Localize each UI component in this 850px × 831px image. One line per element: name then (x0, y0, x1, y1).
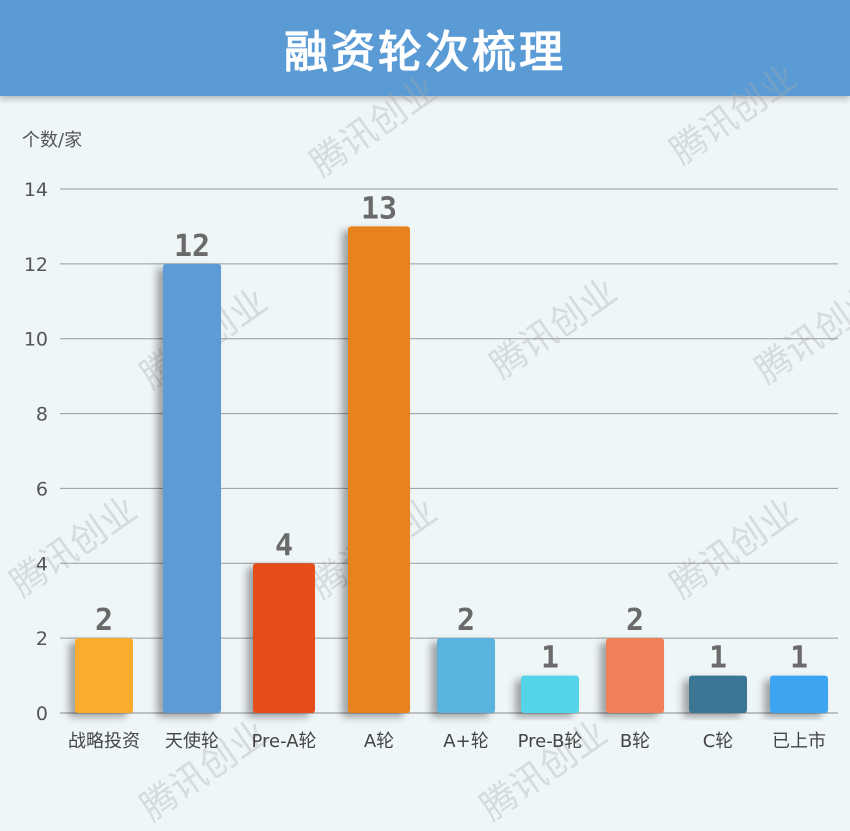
chart-title: 融资轮次梳理 (284, 27, 566, 78)
x-tick-label: Pre-B轮 (518, 731, 583, 752)
bars (75, 226, 828, 713)
x-tick-label: A+轮 (443, 731, 488, 752)
bar-Pre-B轮 (521, 675, 579, 713)
data-label: 4 (275, 528, 293, 563)
bar-C轮 (689, 675, 747, 713)
x-tick-label: 已上市 (772, 731, 826, 752)
data-label: 12 (174, 229, 210, 264)
y-tick-label: 14 (24, 179, 48, 201)
y-tick-label: 8 (36, 404, 48, 426)
y-tick-label: 6 (36, 478, 48, 500)
title-banner: 融资轮次梳理 (0, 0, 850, 96)
data-label: 2 (626, 603, 644, 638)
y-tick-label: 2 (36, 628, 48, 650)
x-tick-label: 天使轮 (165, 731, 219, 752)
y-axis-label: 个数/家 (22, 130, 83, 151)
y-tick-label: 12 (24, 254, 48, 276)
y-tick-label: 0 (36, 703, 48, 725)
x-tick-label: Pre-A轮 (251, 731, 316, 752)
bar-B轮 (606, 638, 664, 713)
x-tick-label: C轮 (703, 731, 734, 752)
data-label: 1 (709, 641, 727, 676)
data-label: 2 (95, 603, 113, 638)
y-tick-label: 10 (24, 329, 48, 351)
x-tick-label: A轮 (364, 731, 394, 752)
bar-天使轮 (163, 263, 221, 713)
x-axis-labels: 战略投资 天使轮 Pre-A轮 A轮 A+轮 Pre-B轮 B轮 C轮 已上市 (68, 731, 826, 752)
y-axis-ticks: 0 2 4 6 8 10 12 14 (24, 179, 48, 725)
bar-Pre-A轮 (253, 563, 315, 713)
bar-战略投资 (75, 638, 133, 713)
data-label: 1 (541, 641, 559, 676)
data-label: 13 (361, 191, 397, 226)
bar-已上市 (770, 675, 828, 713)
bar-A轮 (348, 226, 410, 713)
x-tick-label: B轮 (620, 731, 650, 752)
bar-A+轮 (437, 638, 495, 713)
data-label: 1 (790, 641, 808, 676)
y-tick-label: 4 (36, 553, 48, 575)
data-label: 2 (457, 603, 475, 638)
x-tick-label: 战略投资 (68, 731, 140, 752)
